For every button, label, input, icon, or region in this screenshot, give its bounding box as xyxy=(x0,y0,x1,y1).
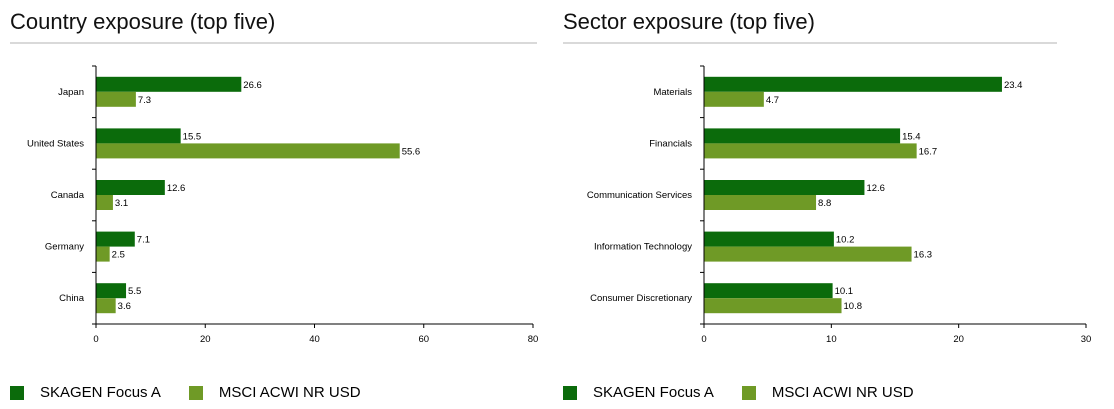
bar xyxy=(704,180,865,195)
bar xyxy=(96,283,127,299)
data-label: 10.2 xyxy=(836,235,855,246)
data-label: 8.8 xyxy=(818,198,831,209)
bar xyxy=(96,143,400,159)
category-label: China xyxy=(59,293,85,304)
data-label: 7.3 xyxy=(138,95,151,106)
country-exposure-panel: Country exposure (top five) Japan 26.6 7.3… xyxy=(10,9,539,401)
chart-title: Country exposure (top five) xyxy=(10,9,276,34)
category-label: Financials xyxy=(649,138,692,149)
category-label: Materials xyxy=(653,87,692,98)
legend-label: MSCI ACWI NR USD xyxy=(771,384,914,401)
x-tick-label: 60 xyxy=(418,334,429,345)
bar xyxy=(96,195,113,210)
bar xyxy=(96,298,116,314)
data-label: 12.6 xyxy=(866,183,885,194)
data-label: 16.7 xyxy=(919,146,938,157)
data-label: 7.1 xyxy=(137,235,150,246)
data-label: 55.6 xyxy=(402,146,421,157)
bar xyxy=(96,76,242,92)
data-label: 5.5 xyxy=(128,286,141,297)
chart-title: Sector exposure (top five) xyxy=(563,9,815,34)
bar xyxy=(704,91,764,107)
x-tick-label: 40 xyxy=(309,334,320,345)
x-tick-label: 80 xyxy=(528,334,539,345)
legend-item-series-a: SKAGEN Focus A xyxy=(10,384,161,401)
data-label: 15.4 xyxy=(902,131,921,142)
x-tick-label: 10 xyxy=(826,334,837,345)
data-label: 23.4 xyxy=(1004,80,1023,91)
chart-legend: SKAGEN Focus A MSCI ACWI NR USD xyxy=(563,384,942,401)
chart-legend: SKAGEN Focus A MSCI ACWI NR USD xyxy=(10,384,389,401)
bar xyxy=(96,128,181,144)
legend-label: SKAGEN Focus A xyxy=(40,384,161,401)
data-label: 10.8 xyxy=(844,301,863,312)
category-label: Consumer Discretionary xyxy=(590,293,692,304)
data-label: 12.6 xyxy=(167,183,186,194)
bar xyxy=(96,246,110,262)
bar xyxy=(96,91,136,107)
title-divider xyxy=(563,42,1057,44)
legend-label: MSCI ACWI NR USD xyxy=(218,384,361,401)
x-tick-label: 0 xyxy=(701,334,706,345)
data-label: 26.6 xyxy=(243,80,261,91)
category-label: Japan xyxy=(58,87,84,98)
category-label: Germany xyxy=(45,242,84,253)
bar xyxy=(704,231,834,247)
sector-exposure-chart: Materials 23.4 4.7 Financials 15.4 16.7 Commun… xyxy=(587,65,1092,345)
category-label: United States xyxy=(27,138,84,149)
data-label: 16.3 xyxy=(914,250,933,261)
data-label: 3.6 xyxy=(118,301,131,312)
legend-item-series-b: MSCI ACWI NR USD xyxy=(741,384,914,401)
bar xyxy=(704,246,912,262)
bar xyxy=(96,231,135,247)
bar xyxy=(704,195,817,210)
bar xyxy=(96,180,165,195)
legend-item-series-a: SKAGEN Focus A xyxy=(563,384,714,401)
bar xyxy=(704,143,917,159)
category-label: Communication Services xyxy=(587,190,692,201)
title-divider xyxy=(10,42,537,44)
bar xyxy=(704,128,901,144)
data-label: 10.1 xyxy=(835,286,854,297)
legend-item-series-b: MSCI ACWI NR USD xyxy=(188,384,361,401)
legend-label: SKAGEN Focus A xyxy=(593,384,714,401)
data-label: 15.5 xyxy=(183,131,202,142)
legend-swatch xyxy=(10,385,24,400)
data-label: 3.1 xyxy=(115,198,128,209)
category-label: Canada xyxy=(51,190,85,201)
data-label: 2.5 xyxy=(112,250,125,261)
legend-swatch xyxy=(188,385,203,400)
category-label: Information Technology xyxy=(594,242,692,253)
x-tick-label: 20 xyxy=(200,334,211,345)
bar xyxy=(704,283,833,299)
data-label: 4.7 xyxy=(766,95,779,106)
bar xyxy=(704,298,842,314)
x-tick-label: 30 xyxy=(1081,334,1092,345)
x-tick-label: 0 xyxy=(93,334,98,345)
country-exposure-chart: Japan 26.6 7.3 United States 15.5 55.6 Canada 1… xyxy=(27,65,539,345)
legend-swatch xyxy=(563,385,577,400)
bar xyxy=(704,76,1002,92)
x-tick-label: 20 xyxy=(953,334,964,345)
sector-exposure-panel: Sector exposure (top five) Materials 23.4… xyxy=(553,0,1114,409)
legend-swatch xyxy=(741,385,756,400)
